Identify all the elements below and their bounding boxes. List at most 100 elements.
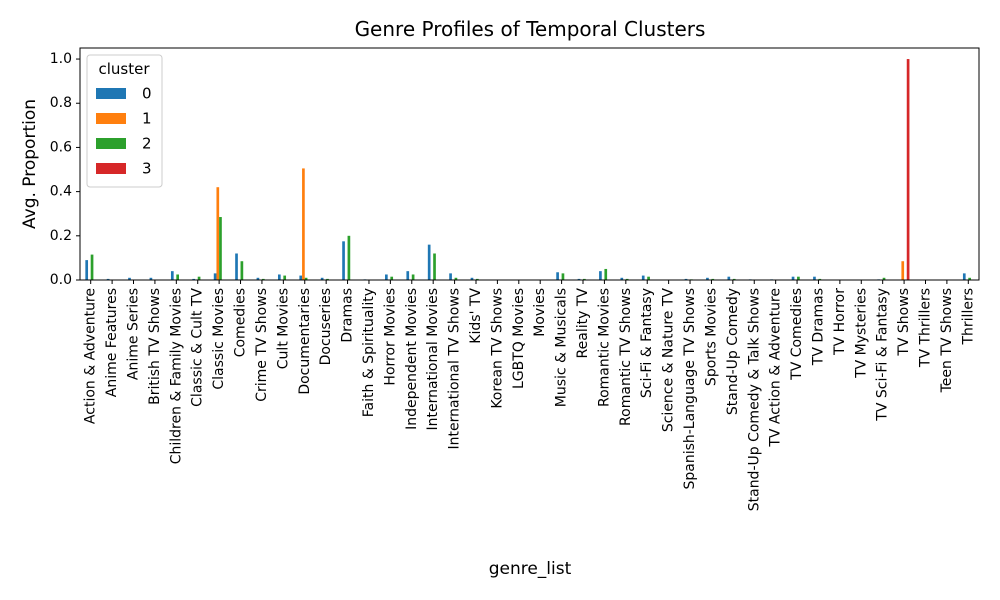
legend-label-cluster-2: 2 [142,135,152,153]
legend-label-cluster-3: 3 [142,160,152,178]
bar-cluster-1-6 [216,187,220,280]
bars-group [85,59,971,280]
bar-cluster-0-10 [299,275,303,280]
x-tick-label: Thrillers [960,288,976,346]
bar-cluster-0-25 [620,277,624,280]
bar-cluster-2-14 [390,276,394,280]
x-tick-label: TV Shows [896,288,912,357]
bar-cluster-2-12 [347,235,351,280]
bar-cluster-0-26 [641,275,645,280]
bar-cluster-2-33 [797,276,800,280]
bar-cluster-2-24 [604,268,608,280]
bar-cluster-2-17 [454,277,458,280]
plot-frame [79,47,980,281]
bar-cluster-0-3 [149,277,153,280]
bar-cluster-2-10 [304,277,308,280]
x-tick-label: TV Action & Adventure [768,288,784,448]
bar-cluster-0-0 [85,260,89,280]
y-tick-label: 0.2 [50,228,72,244]
bar-cluster-0-14 [385,274,388,280]
bar-cluster-0-18 [470,277,474,280]
bar-cluster-2-9 [283,275,287,280]
x-tick-label: Stand-Up Comedy [725,288,741,415]
bar-cluster-0-8 [256,277,260,280]
x-tick-label: Cult Movies [275,288,291,369]
bar-cluster-2-37 [882,277,886,280]
y-tick-label: 0.6 [50,139,72,155]
bar-cluster-0-15 [406,271,410,280]
x-axis-ticks: Action & Adventure Anime Features Anime Se… [83,280,976,511]
y-tick-label: 0.4 [50,184,72,200]
x-tick-label: Sci-Fi & Fantasy [639,288,655,398]
bar-cluster-2-6 [219,217,222,280]
bar-cluster-1-10 [302,168,305,280]
bar-cluster-1-38 [901,261,905,280]
bar-cluster-0-1 [106,278,110,280]
x-tick-label: Anime Series [126,288,142,380]
bar-cluster-2-41 [968,277,971,280]
x-tick-label: Children & Family Movies [168,288,184,464]
bar-cluster-0-2 [128,277,131,280]
x-tick-label: Movies [532,288,548,337]
bar-cluster-0-24 [599,271,602,280]
x-tick-label: Spanish-Language TV Shows [682,288,698,490]
bar-cluster-2-18 [475,278,479,280]
bar-cluster-0-28 [684,278,688,280]
bar-cluster-2-8 [261,278,265,280]
x-tick-label: Documentaries [297,288,313,395]
x-tick-label: Classic Movies [211,288,227,390]
x-tick-label: International Movies [425,288,441,431]
bar-cluster-2-5 [197,276,201,280]
y-tick-label: 0.0 [50,272,72,288]
x-tick-label: Kids' TV [468,288,484,344]
bar-cluster-2-34 [818,278,822,280]
x-tick-label: Music & Musicals [554,288,570,407]
bar-cluster-2-23 [583,278,586,280]
x-tick-label: TV Mysteries [853,288,869,379]
legend: cluster 0 1 2 3 [86,54,163,188]
x-tick-label: Faith & Spirituality [361,288,377,417]
bar-cluster-0-33 [791,276,795,280]
x-tick-label: TV Thrillers [917,288,933,368]
x-tick-label: TV Sci-Fi & Fantasy [875,288,891,422]
x-tick-label: Romantic TV Shows [618,288,634,426]
y-tick-label: 0.8 [50,95,72,111]
bar-cluster-2-16 [433,253,436,280]
x-tick-label: Dramas [340,288,356,343]
x-tick-label: Korean TV Shows [489,288,505,409]
x-tick-label: Independent Movies [404,288,420,430]
bar-cluster-0-23 [577,278,581,280]
x-tick-label: Action & Adventure [83,288,99,424]
legend-label-cluster-0: 0 [142,85,152,103]
bar-cluster-0-34 [813,276,816,280]
legend-swatch-cluster-2 [96,138,126,149]
legend-swatch-cluster-3 [96,163,126,174]
x-tick-label: British TV Shows [147,288,163,405]
x-tick-label: Comedies [233,288,249,357]
bar-cluster-2-0 [90,254,94,280]
bar-cluster-2-26 [647,276,650,280]
bar-cluster-0-41 [962,273,966,280]
bar-cluster-0-9 [277,274,281,280]
bar-cluster-2-29 [711,278,715,280]
bar-cluster-0-29 [706,277,709,280]
x-tick-label: LGBTQ Movies [511,288,527,389]
x-tick-label: Horror Movies [382,288,398,386]
y-tick-label: 1.0 [50,51,72,67]
legend-label-cluster-1: 1 [142,110,152,128]
bar-cluster-3-38 [906,59,910,280]
x-tick-label: International TV Shows [447,288,463,449]
x-tick-label: Sports Movies [703,288,719,386]
legend-swatch-cluster-1 [96,113,126,124]
bar-cluster-2-22 [561,273,565,280]
x-tick-label: Romantic Movies [596,288,612,407]
x-tick-label: Docuseries [318,288,334,365]
y-axis-ticks: 0.0 0.2 0.4 0.6 0.8 1.0 [50,51,80,288]
x-tick-label: Classic & Cult TV [190,288,206,407]
bar-cluster-0-22 [556,272,559,280]
x-tick-label: Stand-Up Comedy & Talk Shows [746,288,762,511]
bar-cluster-0-7 [235,253,238,280]
bar-cluster-2-4 [176,274,179,280]
bar-cluster-0-11 [320,277,324,280]
